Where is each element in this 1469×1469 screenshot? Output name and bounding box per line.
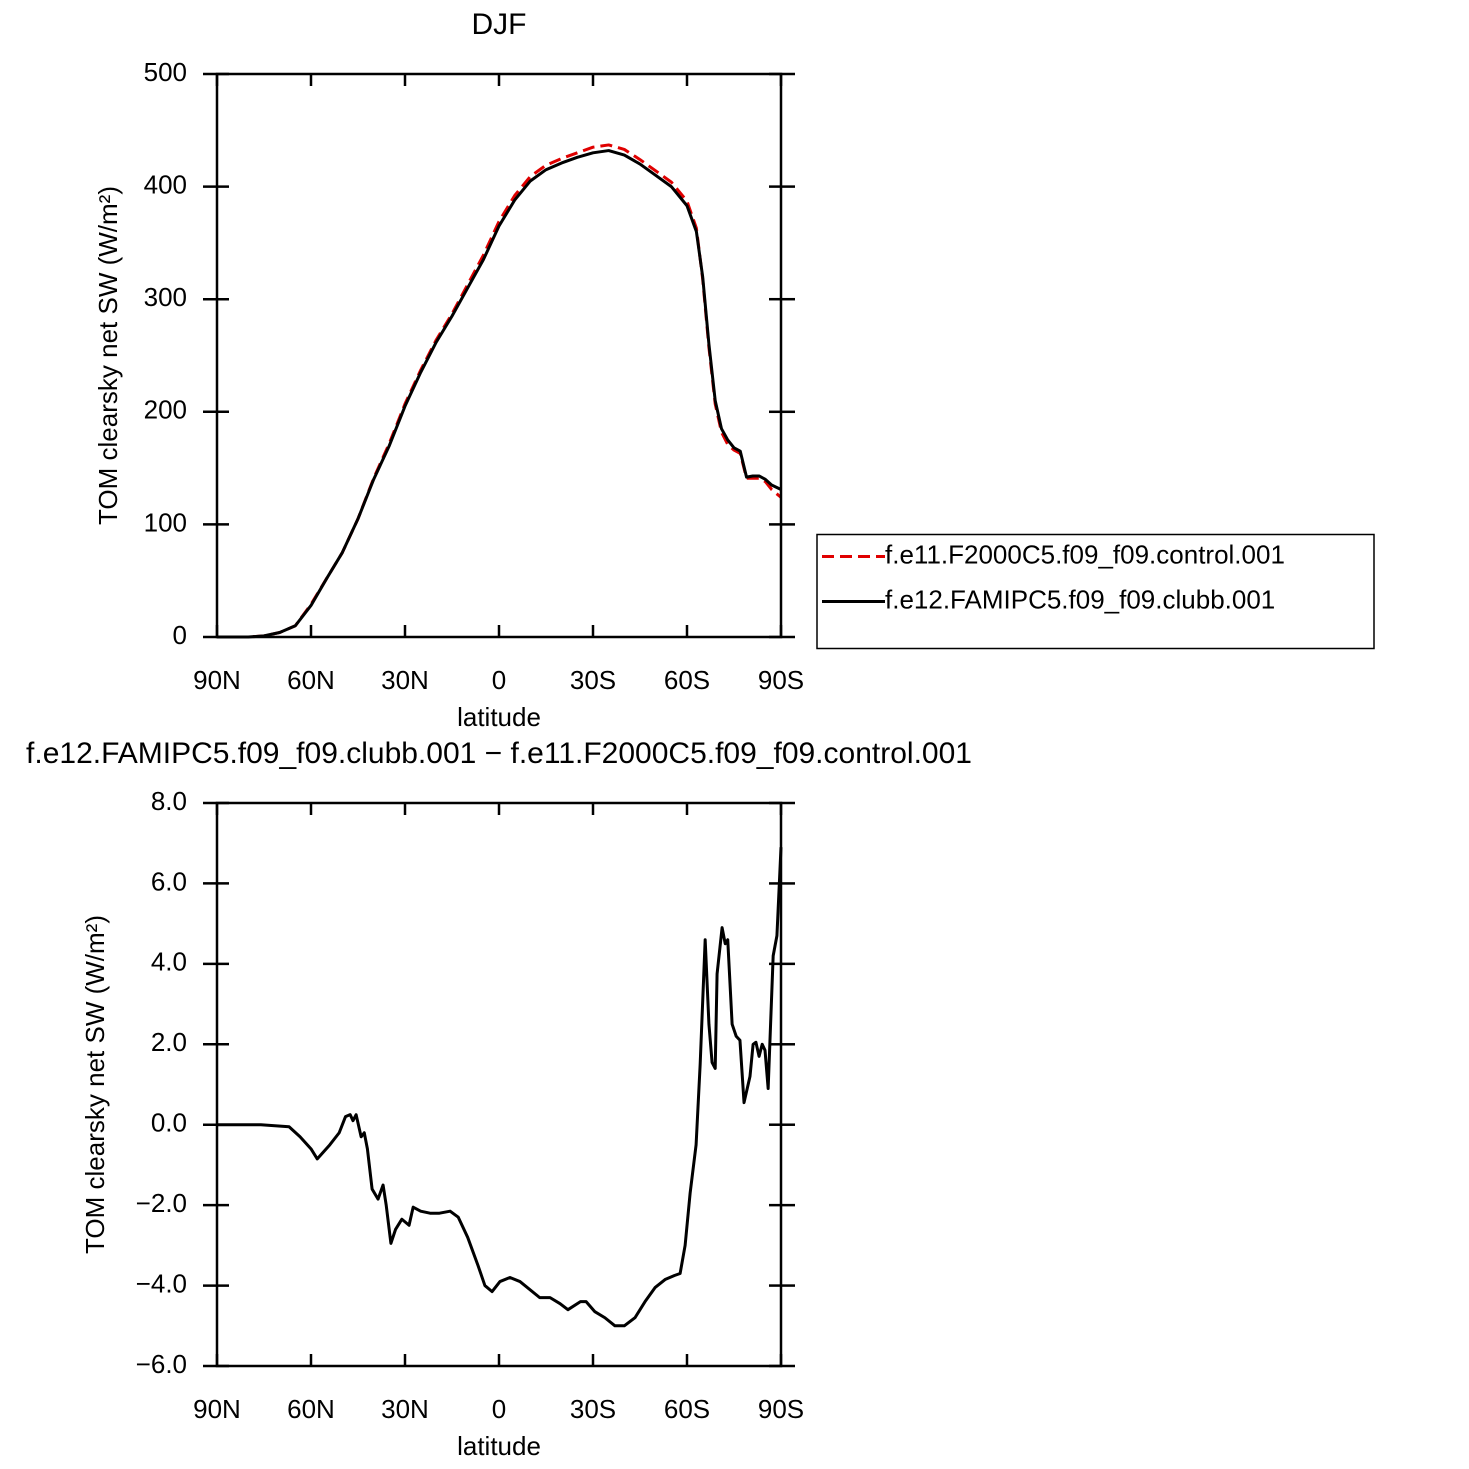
plot-frame	[215, 801, 783, 1368]
y-tick-label: 6.0	[151, 866, 187, 896]
plot-frame	[215, 72, 783, 639]
x-tick-label: 0	[492, 665, 506, 695]
y-tick-label: 0	[173, 620, 187, 650]
x-tick-label: 0	[492, 1394, 506, 1424]
x-tick-label: 60S	[664, 665, 710, 695]
data-line	[217, 149, 782, 639]
y-axis-label: TOM clearsky net SW (W/m²)	[93, 186, 123, 525]
legend-box	[816, 533, 1375, 650]
x-tick-label: 90S	[758, 665, 804, 695]
x-tick-label: 90N	[193, 1394, 241, 1424]
x-axis-label: latitude	[457, 1431, 541, 1461]
x-tick-label: 60N	[287, 665, 335, 695]
chart-title: DJF	[472, 8, 527, 41]
chart-title: f.e12.FAMIPC5.f09_f09.clubb.001 − f.e11.…	[26, 737, 972, 770]
y-tick-label: 4.0	[151, 947, 187, 977]
x-tick-label: 30S	[570, 665, 616, 695]
y-tick-label: −2.0	[136, 1188, 187, 1218]
y-tick-label: 0.0	[151, 1108, 187, 1138]
x-tick-label: 60N	[287, 1394, 335, 1424]
y-tick-label: 2.0	[151, 1027, 187, 1057]
data-line	[217, 847, 783, 1328]
y-tick-label: 200	[144, 395, 187, 425]
legend-label: f.e11.F2000C5.f09_f09.control.001	[885, 539, 1285, 569]
y-tick-label: 300	[144, 282, 187, 312]
y-tick-label: 500	[144, 57, 187, 87]
x-axis-label: latitude	[457, 702, 541, 732]
y-tick-label: 100	[144, 507, 187, 537]
legend-label: f.e12.FAMIPC5.f09_f09.clubb.001	[885, 584, 1275, 614]
x-tick-label: 30N	[381, 665, 429, 695]
x-tick-label: 30S	[570, 1394, 616, 1424]
x-tick-label: 90N	[193, 665, 241, 695]
y-axis-label: TOM clearsky net SW (W/m²)	[80, 915, 110, 1254]
x-tick-label: 30N	[381, 1394, 429, 1424]
y-tick-label: 8.0	[151, 786, 187, 816]
x-tick-label: 90S	[758, 1394, 804, 1424]
y-tick-label: −4.0	[136, 1268, 187, 1298]
data-line	[217, 143, 782, 639]
x-tick-label: 60S	[664, 1394, 710, 1424]
y-tick-label: −6.0	[136, 1349, 187, 1379]
y-tick-label: 400	[144, 169, 187, 199]
